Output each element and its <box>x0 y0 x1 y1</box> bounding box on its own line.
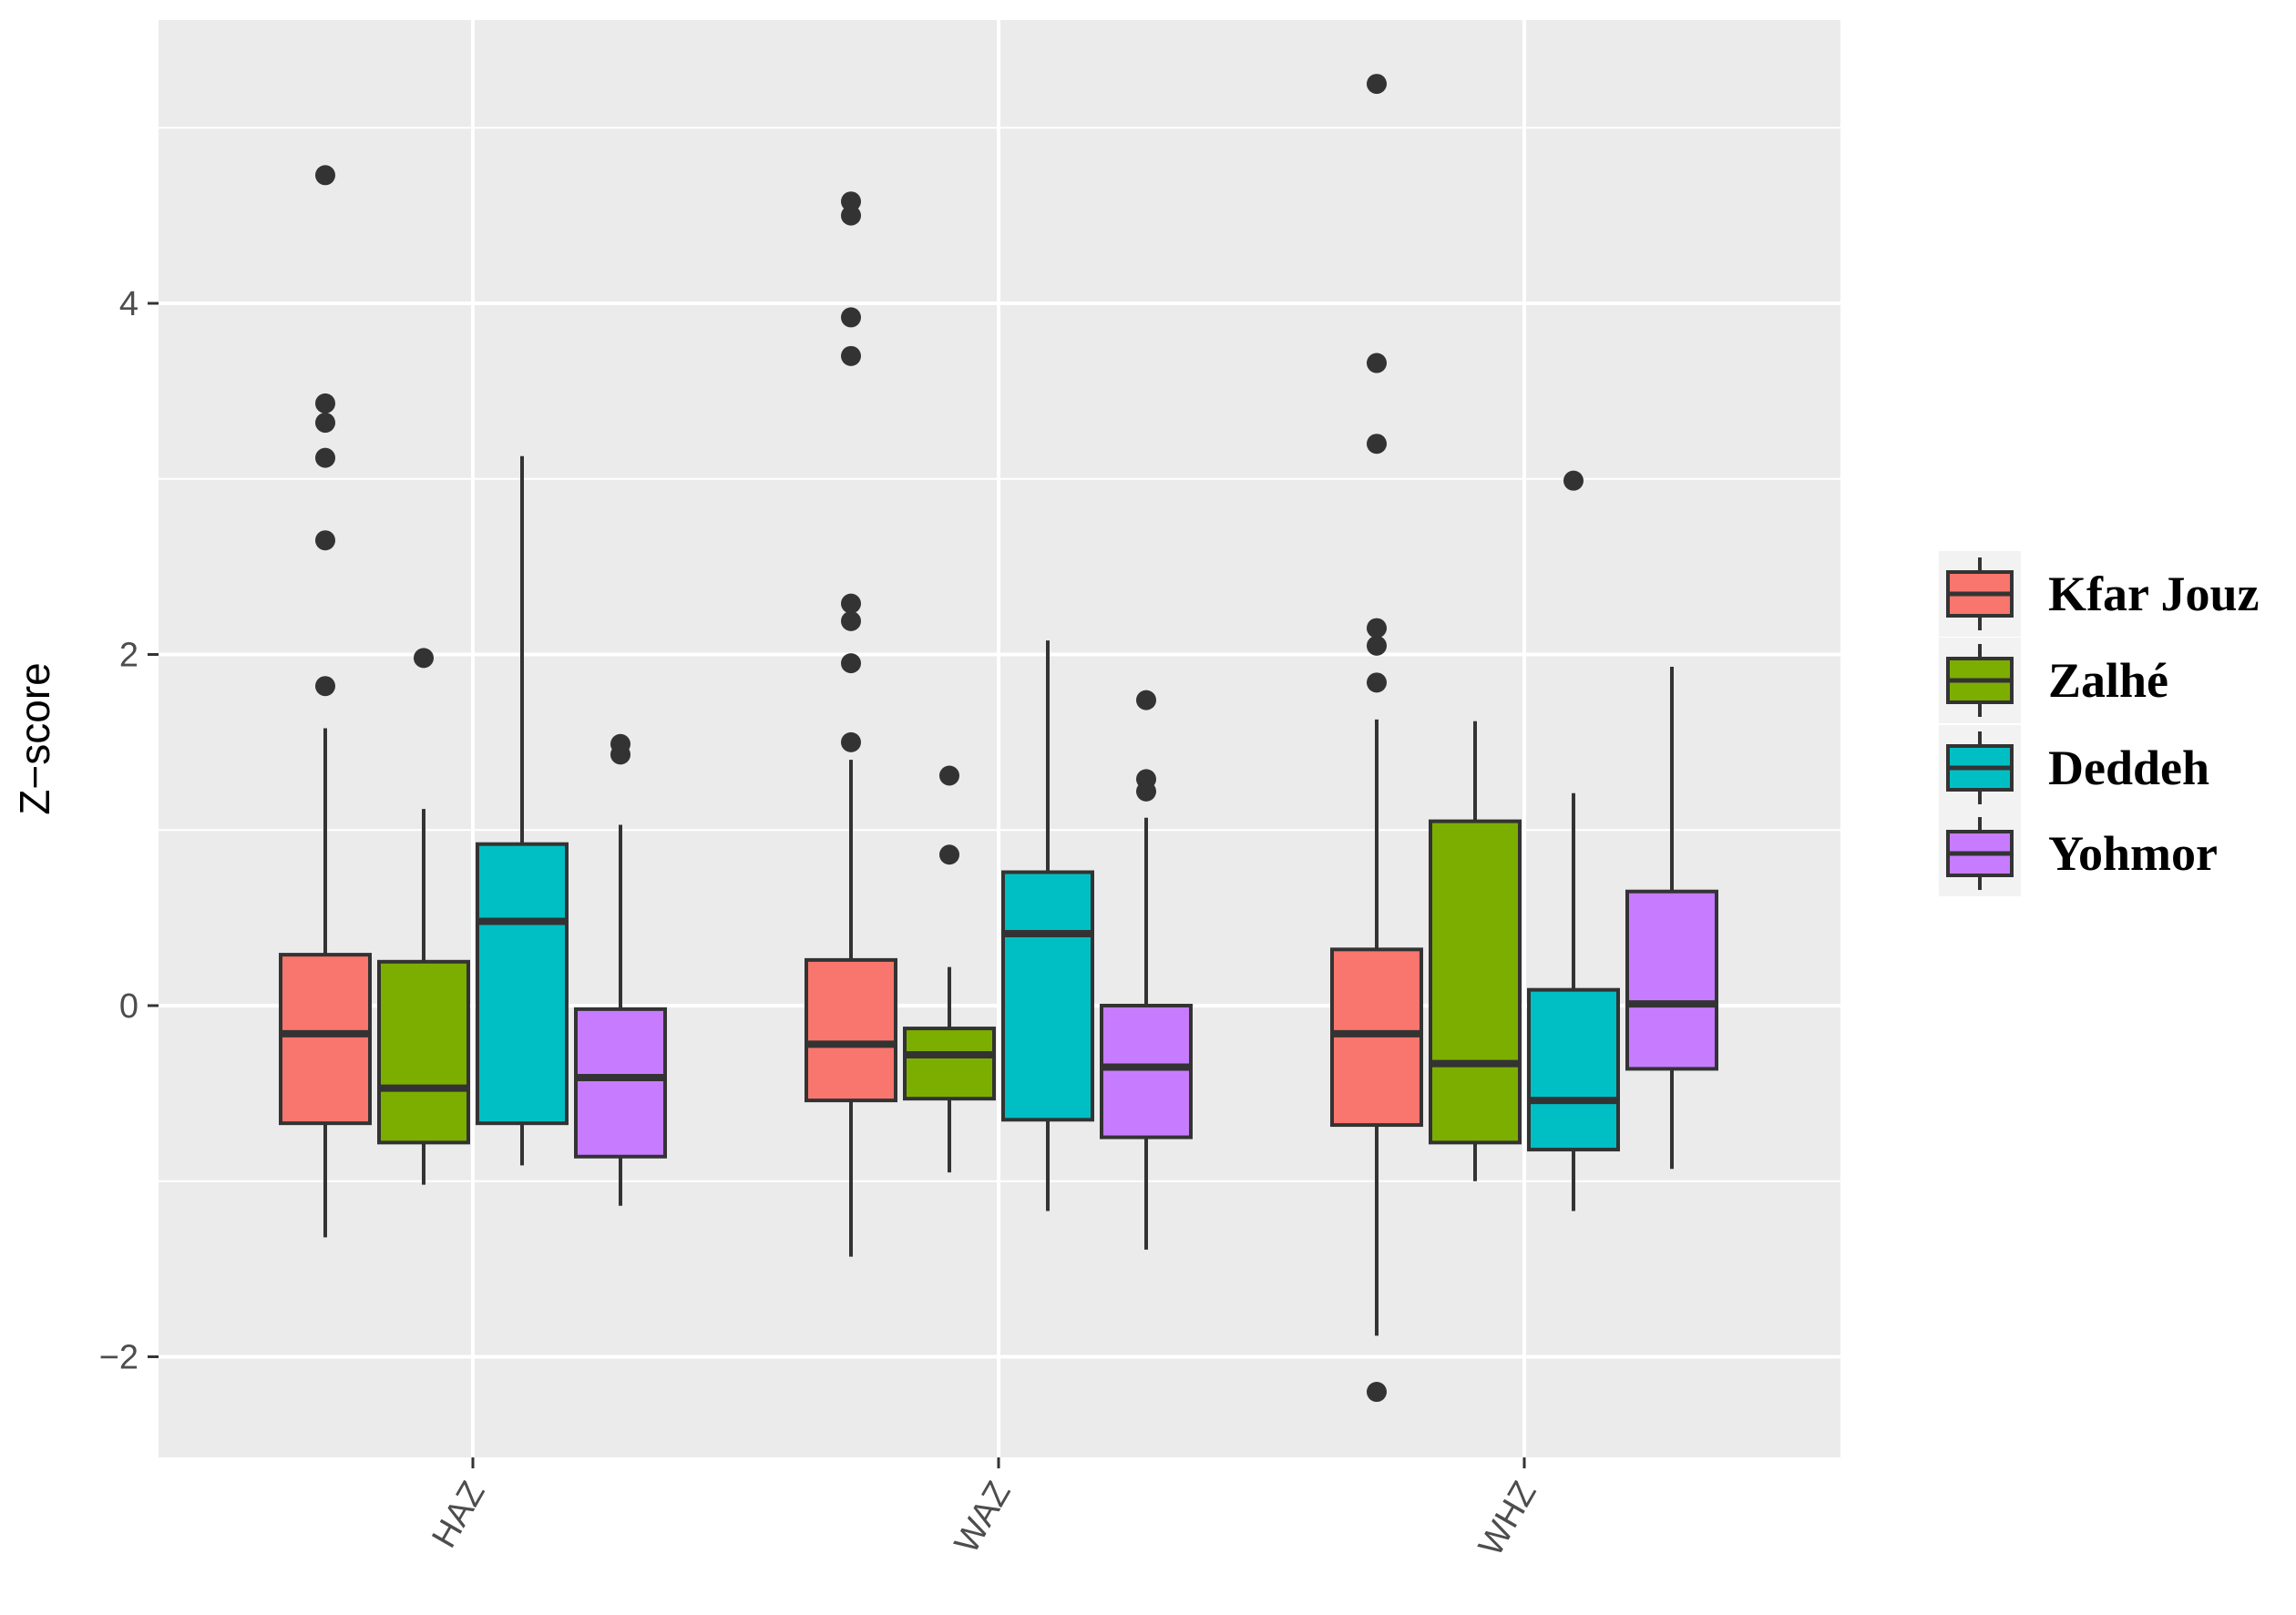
box <box>903 1027 996 1101</box>
boxplot-yohmor-haz <box>574 733 667 1206</box>
outlier-point <box>841 205 861 226</box>
boxplot-kfar-jouz-waz <box>805 191 897 1257</box>
legend: Kfar Jouz Zalhé Deddeh Yohmor <box>1939 551 2259 896</box>
outlier-point <box>841 593 861 614</box>
outlier-point <box>939 844 959 865</box>
outlier-point <box>841 731 861 752</box>
x-tick-label: HAZ <box>425 1476 492 1555</box>
y-tick-label: −2 <box>99 1339 138 1377</box>
major-gridlines <box>159 20 1840 1457</box>
y-tick-label: 4 <box>119 285 138 323</box>
legend-item-zalhé: Zalhé <box>1939 638 2168 723</box>
legend-label: Zalhé <box>2048 653 2168 708</box>
outlier-point <box>315 447 335 468</box>
outlier-point <box>315 165 335 186</box>
outlier-point <box>1367 353 1387 373</box>
box <box>476 842 569 1126</box>
outlier-point <box>841 307 861 328</box>
outlier-point <box>315 530 335 551</box>
box <box>574 1007 667 1159</box>
box <box>377 959 470 1145</box>
boxplot-zalhé-whz <box>1429 721 1522 1181</box>
outlier-point <box>841 653 861 674</box>
x-tick-label: WAZ <box>948 1476 1019 1560</box>
outlier-point <box>1367 74 1387 95</box>
outlier-point <box>315 676 335 697</box>
box <box>805 957 897 1103</box>
legend-label: Yohmor <box>2048 826 2218 881</box>
outlier-point <box>841 191 861 212</box>
y-tick-label: 2 <box>119 637 138 675</box>
outlier-point <box>315 393 335 414</box>
outlier-point <box>939 765 959 786</box>
outlier-point <box>315 413 335 434</box>
boxplot-deddeh-haz <box>476 455 569 1166</box>
x-tick-label: WHZ <box>1471 1476 1544 1563</box>
boxplot-kfar-jouz-haz <box>279 165 372 1238</box>
legend-item-deddeh: Deddeh <box>1939 725 2209 811</box>
outlier-point <box>1136 769 1156 790</box>
outlier-point <box>841 610 861 631</box>
outlier-point <box>1367 434 1387 455</box>
legend-label: Deddeh <box>2048 741 2209 795</box>
boxplot-yohmor-waz <box>1100 690 1193 1250</box>
boxplot-zalhé-haz <box>377 648 470 1185</box>
boxplot-zalhé-waz <box>903 765 996 1173</box>
box <box>1527 987 1620 1152</box>
outlier-point <box>414 648 434 669</box>
legend-label: Kfar Jouz <box>2048 567 2259 621</box>
outlier-point <box>1367 618 1387 639</box>
box <box>1429 819 1522 1145</box>
x-axis: HAZ WAZ WHZ <box>425 1457 1544 1563</box>
outlier-point <box>610 733 630 754</box>
outlier-point <box>1367 1382 1387 1403</box>
y-tick-label: 0 <box>119 987 138 1026</box>
y-axis: −2 0 2 4 <box>99 285 159 1377</box>
boxplot-deddeh-whz <box>1527 470 1620 1211</box>
box <box>279 953 372 1126</box>
boxplot-series <box>279 74 1718 1403</box>
legend-item-kfar-jouz: Kfar Jouz <box>1939 551 2259 637</box>
outlier-point <box>1136 690 1156 710</box>
y-axis-title: Z−score <box>11 662 58 814</box>
box <box>1001 870 1094 1122</box>
legend-item-yohmor: Yohmor <box>1939 811 2218 896</box>
outlier-point <box>1563 470 1584 491</box>
boxplot-deddeh-waz <box>1001 640 1094 1211</box>
outlier-point <box>1367 672 1387 693</box>
outlier-point <box>1367 635 1387 656</box>
boxplot-yohmor-whz <box>1625 666 1718 1170</box>
outlier-point <box>841 345 861 366</box>
box <box>1100 1004 1193 1140</box>
boxplot-kfar-jouz-whz <box>1330 74 1423 1403</box>
box <box>1625 889 1718 1071</box>
